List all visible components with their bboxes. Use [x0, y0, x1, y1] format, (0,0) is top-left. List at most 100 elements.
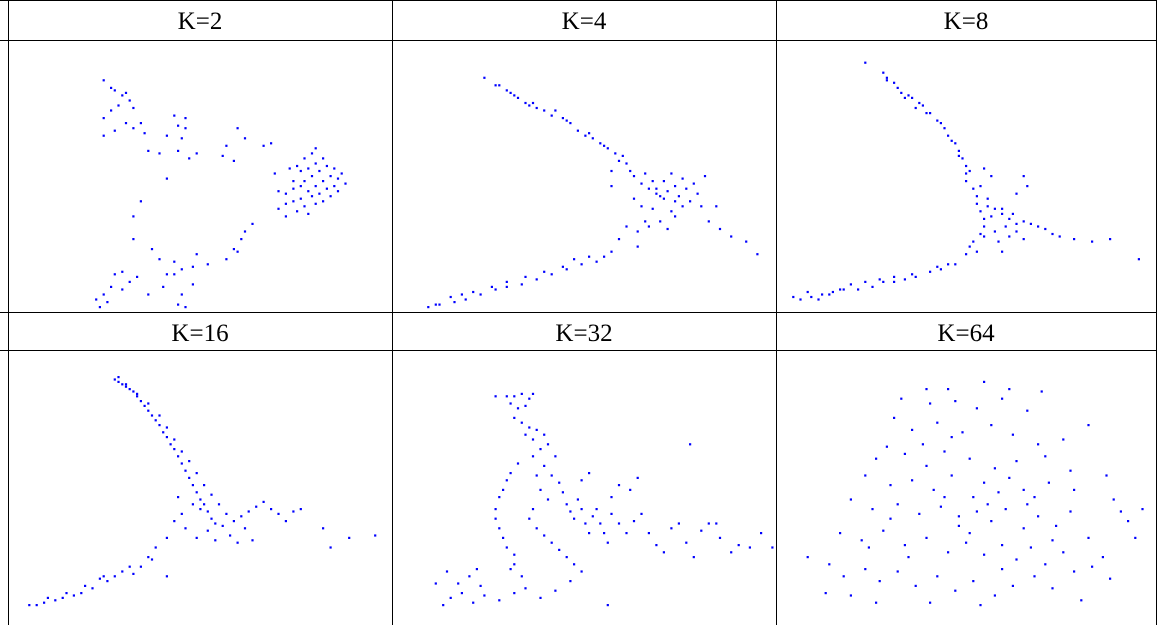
scatter-point	[531, 101, 535, 105]
scatter-point	[206, 510, 209, 513]
scatter-point	[449, 295, 452, 299]
scatter-point	[505, 285, 508, 288]
scatter-point	[857, 288, 860, 291]
scatter-point	[546, 443, 550, 446]
scatter-point	[117, 380, 120, 383]
scatter-point	[975, 510, 978, 513]
scatter-point	[647, 225, 650, 228]
scatter-point	[531, 392, 535, 395]
scatter-point	[983, 225, 986, 228]
scatter-point	[965, 164, 968, 168]
scatter-point	[707, 220, 710, 223]
scatter-point	[535, 278, 538, 281]
scatter-point	[625, 162, 628, 165]
scatter-point	[307, 167, 310, 170]
scatter-point	[983, 553, 986, 556]
scatter-point	[139, 565, 142, 568]
scatter-point	[929, 601, 932, 604]
scatter-point	[670, 172, 673, 175]
scatter-point	[603, 532, 606, 535]
scatter-point	[925, 464, 928, 467]
scatter-point	[513, 592, 516, 595]
scatter-point	[348, 536, 351, 539]
scatter-point	[128, 99, 131, 102]
scatter-point	[617, 522, 621, 525]
scatter-point	[1015, 222, 1018, 225]
scatter-point	[121, 270, 124, 273]
scatter-point	[903, 278, 906, 281]
scatter-point	[576, 129, 579, 132]
scatter-point	[1026, 185, 1029, 188]
scatter-point	[599, 142, 602, 145]
scatter-point	[102, 575, 105, 578]
scatter-point	[434, 303, 437, 306]
scatter-point	[307, 212, 310, 215]
scatter-point	[524, 433, 527, 436]
scatter-point	[957, 515, 960, 518]
panel-title-k32: K=32	[555, 320, 612, 347]
scatter-point	[535, 106, 538, 110]
scatter-point	[864, 280, 867, 283]
scatter-point	[307, 190, 310, 193]
scatter-panel-k32	[434, 392, 774, 607]
scatter-point	[990, 520, 993, 523]
scatter-point	[839, 288, 842, 291]
scatter-point	[505, 89, 508, 92]
scatter-point	[681, 205, 684, 208]
scatter-point	[947, 388, 950, 391]
scatter-point	[543, 464, 546, 467]
scatter-point	[674, 185, 677, 188]
scatter-point	[336, 177, 340, 180]
scatter-point	[494, 84, 497, 87]
scatter-point	[1112, 498, 1115, 501]
scatter-point	[139, 200, 142, 203]
scatter-point	[972, 580, 975, 583]
scatter-point	[943, 496, 946, 499]
scatter-point	[329, 546, 332, 549]
scatter-point	[479, 584, 482, 587]
scatter-point	[314, 202, 317, 205]
scatter-point	[147, 409, 150, 412]
scatter-point	[885, 76, 888, 79]
scatter-point	[943, 450, 946, 453]
scatter-point	[550, 273, 553, 276]
scatter-point	[760, 532, 763, 535]
scatter-point	[1001, 397, 1004, 400]
scatter-point	[707, 522, 710, 525]
scatter-point	[132, 215, 135, 218]
scatter-point	[299, 169, 302, 173]
scatter-point	[651, 207, 654, 210]
scatter-point	[132, 127, 135, 130]
scatter-point	[240, 515, 243, 518]
scatter-point	[1051, 539, 1054, 542]
scatter-point	[554, 455, 557, 458]
scatter-point	[666, 227, 669, 231]
scatter-point	[565, 119, 568, 122]
scatter-point	[871, 285, 874, 288]
scatter-point	[1040, 390, 1043, 393]
scatter-point	[498, 496, 501, 499]
scatter-point	[718, 227, 722, 231]
scatter-point	[195, 152, 198, 155]
scatter-point	[169, 443, 172, 446]
scatter-point	[990, 175, 993, 178]
scatter-point	[864, 568, 867, 571]
scatter-point	[535, 527, 538, 530]
scatter-point	[565, 556, 568, 559]
scatter-point	[810, 295, 813, 299]
scatter-point	[490, 285, 493, 288]
scatter-point	[528, 517, 531, 520]
scatter-point	[524, 275, 527, 278]
scatter-panel-k8	[792, 61, 1140, 301]
scatter-point	[871, 508, 874, 511]
scatter-point	[139, 122, 142, 125]
scatter-point	[610, 496, 613, 499]
scatter-point	[203, 484, 206, 487]
scatter-point	[1141, 508, 1144, 511]
scatter-point	[889, 517, 892, 520]
scatter-point	[617, 484, 621, 487]
scatter-point	[162, 431, 165, 434]
scatter-point	[606, 604, 609, 607]
scatter-point	[606, 541, 609, 544]
scatter-point	[270, 508, 273, 511]
